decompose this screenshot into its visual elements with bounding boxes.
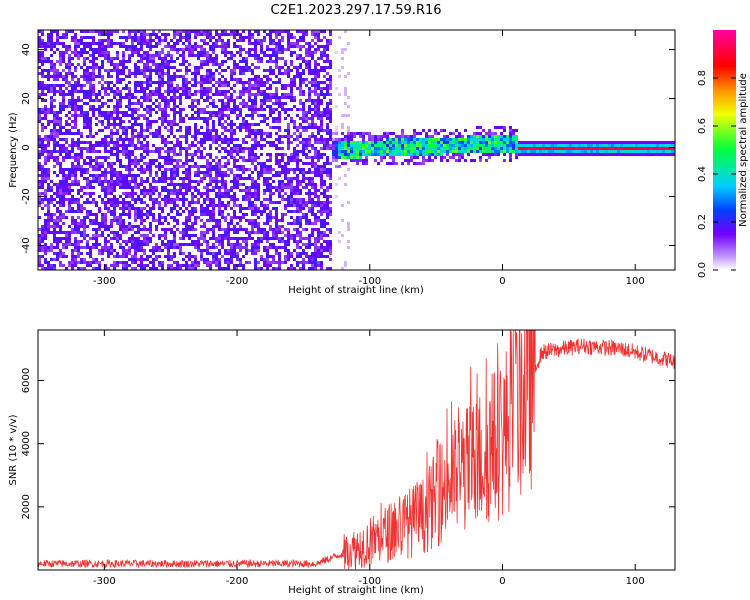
y-tick-label: 6000 xyxy=(21,368,32,393)
x-tick-label: -200 xyxy=(226,276,249,287)
colorbar-tick-label: 0.4 xyxy=(697,166,708,182)
y-tick-label: -20 xyxy=(21,188,32,204)
y-tick-label: -40 xyxy=(21,237,32,253)
snr-xlabel: Height of straight line (km) xyxy=(288,585,424,596)
snr-series-line xyxy=(38,330,675,570)
colorbar-ticks: 0.0 0.2 0.4 0.6 0.8 xyxy=(697,70,736,278)
x-tick-label: 0 xyxy=(499,576,505,587)
snr-ylabel: SNR (10 * v/v) xyxy=(8,414,19,485)
spectrogram-image xyxy=(38,30,675,270)
spectrogram-xlabel: Height of straight line (km) xyxy=(288,285,424,296)
y-tick-label: 40 xyxy=(21,43,32,56)
snr-ticks: -300 -200 -100 0 100 2000 4000 6000 xyxy=(21,330,675,587)
x-tick-label: -200 xyxy=(226,576,249,587)
x-tick-label: -300 xyxy=(93,576,116,587)
x-tick-label: 100 xyxy=(626,276,645,287)
x-tick-label: -100 xyxy=(358,276,381,287)
y-tick-label: 4000 xyxy=(21,431,32,456)
x-tick-label: -100 xyxy=(358,576,381,587)
snr-panel: -300 -200 -100 0 100 2000 4000 6000 Height of s… xyxy=(8,329,676,596)
colorbar-tick-label: 0.8 xyxy=(697,70,708,86)
y-tick-label: 2000 xyxy=(21,494,32,519)
y-tick-label: 20 xyxy=(21,92,32,105)
colorbar-tick-label: 0.6 xyxy=(697,118,708,134)
x-tick-label: -300 xyxy=(93,276,116,287)
colorbar-label: Normalized spectral amplitude xyxy=(738,73,749,227)
colorbar-tick-label: 0.2 xyxy=(697,214,708,230)
x-tick-label: 100 xyxy=(626,576,645,587)
figure-title: C2E1.2023.297.17.59.R16 xyxy=(270,3,441,18)
colorbar-gradient xyxy=(713,30,736,270)
y-tick-label: 0 xyxy=(21,144,32,150)
spectrogram-ylabel: Frequency (Hz) xyxy=(8,112,19,188)
x-tick-label: 0 xyxy=(499,276,505,287)
colorbar: 0.0 0.2 0.4 0.6 0.8 Normalized spectral ampl… xyxy=(697,30,749,278)
spectrogram-frame xyxy=(37,29,676,271)
colorbar-tick-label: 0.0 xyxy=(697,262,708,278)
snr-frame xyxy=(37,329,676,571)
